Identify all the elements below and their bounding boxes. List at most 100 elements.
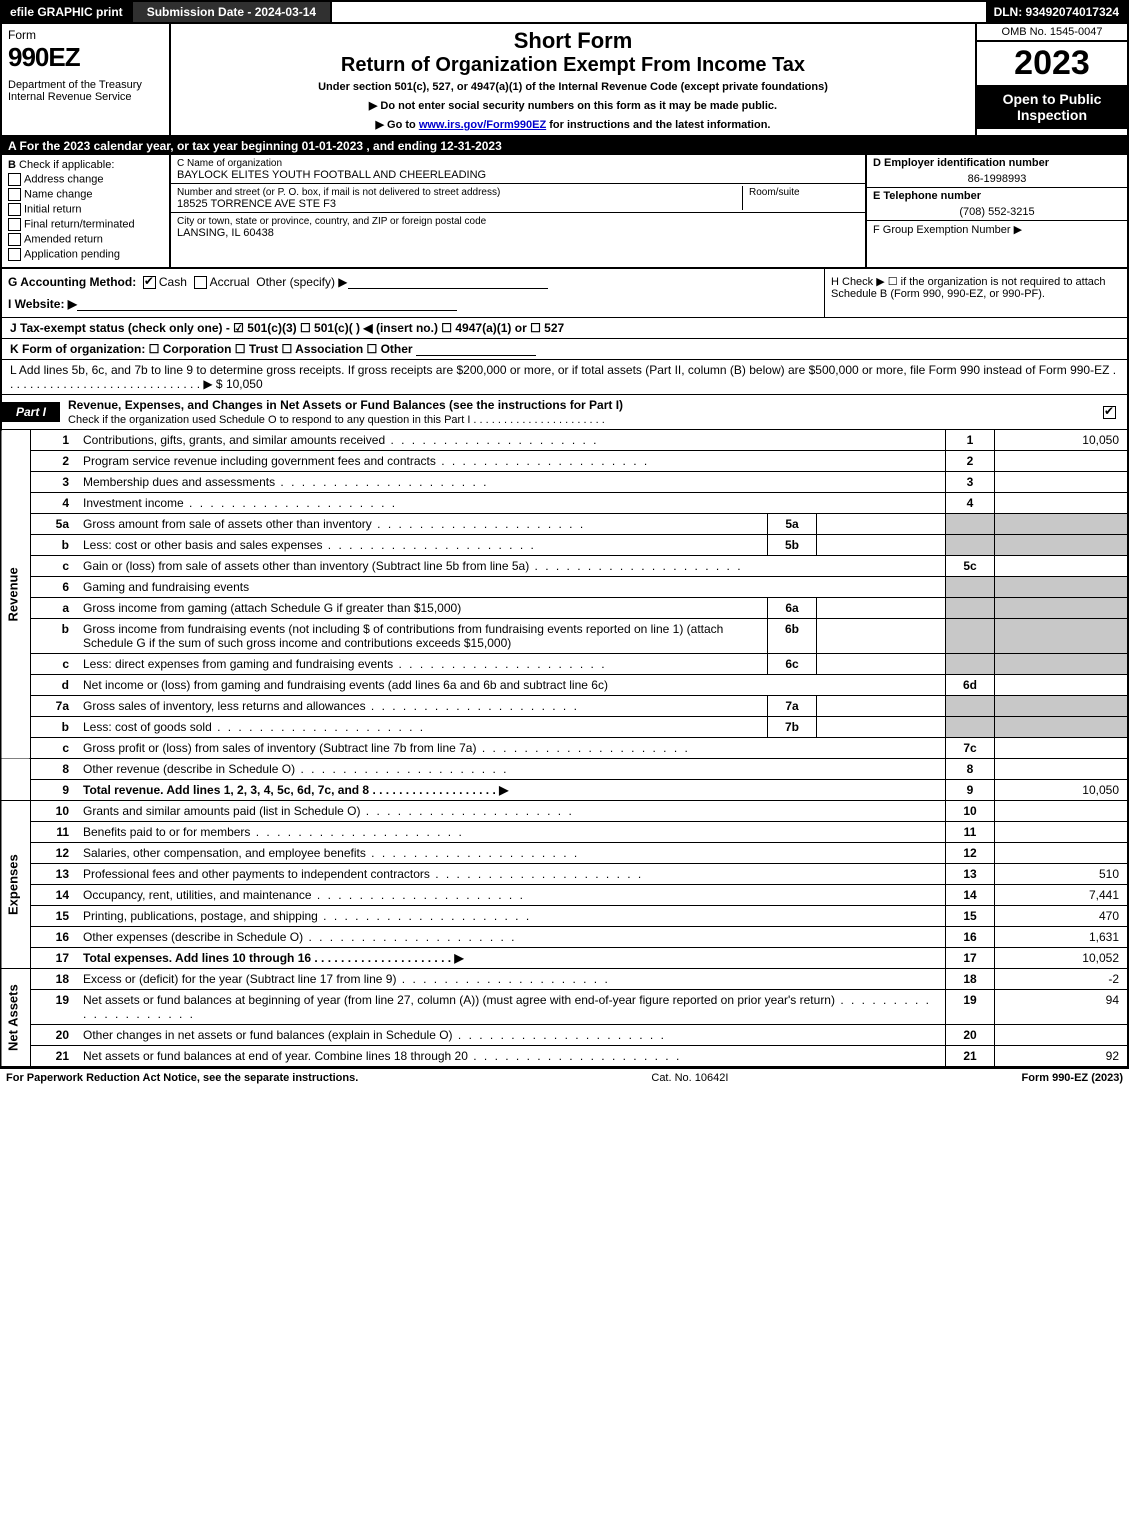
city-value: LANSING, IL 60438 [177,227,274,239]
chk-final-return[interactable]: Final return/terminated [8,218,163,231]
submission-date-button[interactable]: Submission Date - 2024-03-14 [133,2,332,22]
line-6b-sub: 6b [768,619,817,654]
line-5b-num: b [31,535,80,556]
line-17-value: 10,052 [995,948,1129,969]
line-6c-greyval [995,654,1129,675]
line-11-num: 11 [31,822,80,843]
line-17-num: 17 [31,948,80,969]
line-14-num: 14 [31,885,80,906]
part1-table: Revenue 1 Contributions, gifts, grants, … [0,430,1129,1067]
line-16-num: 16 [31,927,80,948]
irs-link[interactable]: www.irs.gov/Form990EZ [419,119,546,131]
part1-check-note: Check if the organization used Schedule … [68,414,605,426]
line-6a-greyval [995,598,1129,619]
line-14-value: 7,441 [995,885,1129,906]
part1-header: Part I Revenue, Expenses, and Changes in… [0,395,1129,430]
line-17-numbox: 17 [946,948,995,969]
line-12-desc: Salaries, other compensation, and employ… [79,843,946,864]
line-17-desc: Total expenses. Add lines 10 through 16 … [79,948,946,969]
website-line[interactable] [77,298,457,311]
line-6c-desc: Less: direct expenses from gaming and fu… [79,654,768,675]
room-label: Room/suite [749,187,800,198]
chk-cash[interactable] [143,276,156,289]
line-1-numbox: 1 [946,430,995,451]
line-21-num: 21 [31,1046,80,1067]
line-5c-value [995,556,1129,577]
line-19-value: 94 [995,990,1129,1025]
group-exemption: F Group Exemption Number ▶ [867,221,1127,238]
line-14-desc: Occupancy, rent, utilities, and maintena… [79,885,946,906]
line-6c-subval [817,654,946,675]
line-15-value: 470 [995,906,1129,927]
line-18-desc: Excess or (deficit) for the year (Subtra… [79,969,946,990]
header-center: Short Form Return of Organization Exempt… [171,24,975,135]
line-5b-subval [817,535,946,556]
org-name-value: BAYLOCK ELITES YOUTH FOOTBALL AND CHEERL… [177,169,486,181]
line-6b-desc: Gross income from fundraising events (no… [79,619,768,654]
efile-label[interactable]: efile GRAPHIC print [2,2,133,22]
line-7c-desc: Gross profit or (loss) from sales of inv… [79,738,946,759]
cash-label: Cash [159,275,187,289]
line-6b-greyval [995,619,1129,654]
line-6c-sub: 6c [768,654,817,675]
col-b-hdr: B [8,159,16,171]
line-9-desc: Total revenue. Add lines 1, 2, 3, 4, 5c,… [79,780,946,801]
row-l-gross-receipts: L Add lines 5b, 6c, and 7b to line 9 to … [0,360,1129,395]
city-label: City or town, state or province, country… [177,216,486,227]
part1-title: Revenue, Expenses, and Changes in Net As… [60,395,1095,429]
line-2-num: 2 [31,451,80,472]
chk-amended-return[interactable]: Amended return [8,233,163,246]
row-j-tax-status: J Tax-exempt status (check only one) - ☑… [0,318,1129,339]
line-18-value: -2 [995,969,1129,990]
top-bar: efile GRAPHIC print Submission Date - 20… [0,0,1129,22]
main-title: Return of Organization Exempt From Incom… [177,54,969,77]
line-5a-desc: Gross amount from sale of assets other t… [79,514,768,535]
line-5b-greyval [995,535,1129,556]
line-9-value: 10,050 [995,780,1129,801]
org-form-other-line[interactable] [416,343,536,356]
org-name-label: C Name of organization [177,158,282,169]
chk-address-change[interactable]: Address change [8,173,163,186]
chk-name-change[interactable]: Name change [8,188,163,201]
column-de: D Employer identification number 86-1998… [865,155,1127,267]
line-6b-num: b [31,619,80,654]
chk-accrual[interactable] [194,276,207,289]
line-4-num: 4 [31,493,80,514]
line-7a-sub: 7a [768,696,817,717]
chk-application-pending[interactable]: Application pending [8,248,163,261]
other-label: Other (specify) ▶ [256,275,347,289]
line-8-desc: Other revenue (describe in Schedule O) [79,759,946,780]
line-15-desc: Printing, publications, postage, and shi… [79,906,946,927]
ein-label: D Employer identification number [867,155,1127,171]
org-street-cell: Number and street (or P. O. box, if mail… [171,184,865,213]
line-5a-num: 5a [31,514,80,535]
part1-label: Part I [2,402,60,422]
part1-checkbox[interactable] [1095,402,1127,422]
line-5a-subval [817,514,946,535]
col-b-check-label: Check if applicable: [19,159,114,171]
line-5a-sub: 5a [768,514,817,535]
line-8-num: 8 [31,759,80,780]
line-7b-num: b [31,717,80,738]
line-1-desc: Contributions, gifts, grants, and simila… [79,430,946,451]
note-link-post: for instructions and the latest informat… [546,119,770,131]
omb-number: OMB No. 1545-0047 [977,24,1127,42]
column-b-checkboxes: B Check if applicable: Address change Na… [2,155,171,267]
line-13-num: 13 [31,864,80,885]
line-3-numbox: 3 [946,472,995,493]
line-5c-num: c [31,556,80,577]
line-20-num: 20 [31,1025,80,1046]
schedule-b-check: H Check ▶ ☐ if the organization is not r… [824,269,1127,317]
row-gh: G Accounting Method: Cash Accrual Other … [0,269,1129,318]
chk-initial-return[interactable]: Initial return [8,203,163,216]
line-1-num: 1 [31,430,80,451]
footer-cat: Cat. No. 10642I [651,1072,728,1084]
accrual-label: Accrual [210,275,250,289]
line-6-num: 6 [31,577,80,598]
line-12-value [995,843,1129,864]
line-21-value: 92 [995,1046,1129,1067]
line-20-desc: Other changes in net assets or fund bala… [79,1025,946,1046]
other-specify-line[interactable] [348,276,548,289]
page-footer: For Paperwork Reduction Act Notice, see … [0,1067,1129,1087]
line-21-numbox: 21 [946,1046,995,1067]
